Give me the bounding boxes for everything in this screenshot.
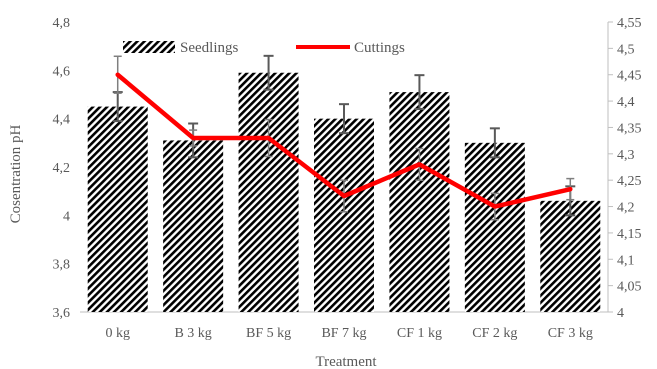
y-left-tick-label: 4,4 <box>53 113 71 128</box>
y-left-tick-label: 3,8 <box>53 258 71 273</box>
y-right-tick-label: 4,3 <box>617 148 635 163</box>
legend: Seedlings Cuttings <box>123 40 405 56</box>
bar-seedlings <box>163 140 224 312</box>
x-tick-label: CF 3 kg <box>548 326 593 341</box>
y-right-tick-label: 4,15 <box>617 227 642 242</box>
y-right-tick-label: 4,45 <box>617 69 642 84</box>
y-right-tick-label: 4,25 <box>617 174 642 189</box>
x-tick-label: CF 1 kg <box>397 326 442 341</box>
bar-seedlings <box>389 92 450 312</box>
y-axis-title: Cosentration pH <box>8 124 24 223</box>
x-tick-label: BF 7 kg <box>321 326 366 341</box>
x-tick-label: CF 2 kg <box>472 326 517 341</box>
y-right-tick-label: 4,5 <box>617 42 635 57</box>
y-left-tick-label: 4 <box>63 209 70 224</box>
y-right-tick-label: 4,05 <box>617 280 642 295</box>
y-left-tick-label: 4,2 <box>53 161 71 176</box>
y-right-tick-label: 4 <box>617 306 624 321</box>
x-axis-title: Treatment <box>315 354 377 369</box>
x-tick-label: B 3 kg <box>174 326 211 341</box>
x-tick-label: BF 5 kg <box>246 326 291 341</box>
plot-area: 3,6 3,8 4 4,2 4,4 4,6 4,8 4 4,05 4,1 4,15 4,2 4,25 4,… <box>53 16 642 341</box>
y-left-tick-label: 4,6 <box>53 64 71 79</box>
bar-seedlings <box>464 142 525 312</box>
y-right-tick-label: 4,1 <box>617 253 635 268</box>
y-left-tick-label: 4,8 <box>53 16 71 31</box>
y-left-tick-label: 3,6 <box>53 306 71 321</box>
line-cuttings <box>115 72 573 209</box>
legend-label-cuttings: Cuttings <box>354 40 405 56</box>
bar-seedlings <box>87 106 148 312</box>
y-right-tick-label: 4,4 <box>617 95 635 110</box>
bar-seedlings <box>238 72 299 312</box>
legend-swatch-seedlings <box>123 41 175 53</box>
x-tick-label: 0 kg <box>105 326 130 341</box>
bar-seedlings <box>314 118 374 313</box>
bar-seedlings <box>540 200 601 312</box>
y-right-tick-label: 4,35 <box>617 121 642 136</box>
legend-label-seedlings: Seedlings <box>180 40 238 56</box>
y-right-tick-label: 4,55 <box>617 16 642 31</box>
y-right-tick-label: 4,2 <box>617 201 635 216</box>
